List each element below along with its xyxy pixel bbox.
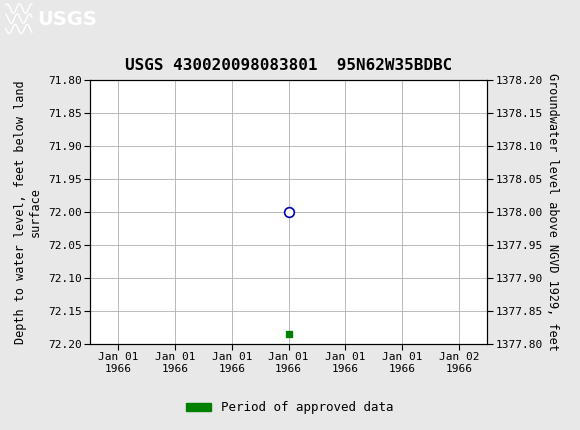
Y-axis label: Groundwater level above NGVD 1929, feet: Groundwater level above NGVD 1929, feet <box>546 73 560 351</box>
Legend: Period of approved data: Period of approved data <box>181 396 399 419</box>
Title: USGS 430020098083801  95N62W35BDBC: USGS 430020098083801 95N62W35BDBC <box>125 58 452 73</box>
Text: USGS: USGS <box>38 10 97 29</box>
Y-axis label: Depth to water level, feet below land
surface: Depth to water level, feet below land su… <box>14 80 42 344</box>
